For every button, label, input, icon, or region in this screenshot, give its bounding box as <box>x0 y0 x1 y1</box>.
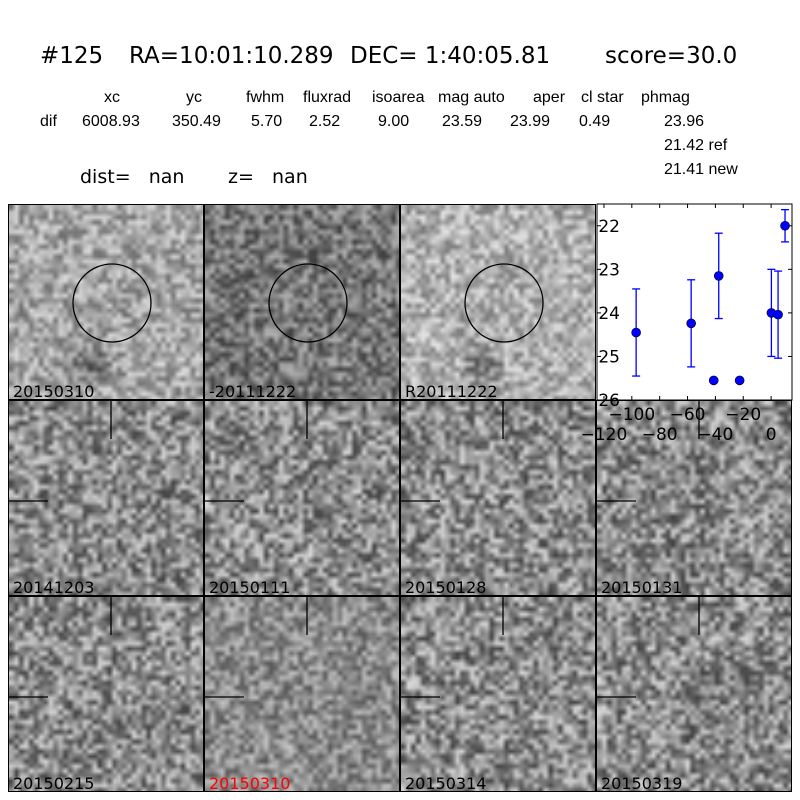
stamp-date-label: 20150314 <box>405 774 487 792</box>
column-header: isoarea <box>372 89 425 106</box>
stamp-epoch: 20150310 <box>204 596 400 792</box>
column-header: aper <box>533 89 566 106</box>
stamp-date-label: 20141203 <box>13 578 95 596</box>
data-point <box>708 375 719 386</box>
ref-mag: 21.42 ref <box>664 137 728 154</box>
data-point <box>734 375 745 386</box>
aperture-circle <box>72 263 152 343</box>
stamp-epoch: 20150128 <box>400 400 596 596</box>
x-tick-label: −20 <box>725 405 761 425</box>
y-tick-label: 24 <box>598 304 620 324</box>
data-point <box>631 327 641 338</box>
plot-area <box>596 203 793 401</box>
stamp-epoch: 20150314 <box>400 596 596 792</box>
z-value: z= nan <box>228 166 308 188</box>
stamp-date-label: -20111222 <box>209 382 297 400</box>
x-tick-label: −120 <box>581 425 628 445</box>
ra-value: RA=10:01:10.289 <box>129 43 334 69</box>
stamp-epoch: 20150131 <box>596 400 792 596</box>
stamp-epoch: 20141203 <box>8 400 204 596</box>
stamp-diff: -20111222 <box>204 204 400 400</box>
new-mag: 21.41 new <box>664 161 738 178</box>
stamp-date-label: 20150111 <box>209 578 291 596</box>
column-header: phmag <box>641 89 690 106</box>
column-header: cl star <box>581 89 624 106</box>
aperture-circle <box>464 263 544 343</box>
stamp-date-label: 20150128 <box>405 578 487 596</box>
table-cell: 350.49 <box>172 113 221 130</box>
table-cell: 2.52 <box>309 113 341 130</box>
table-cell: 23.96 <box>664 113 705 130</box>
row-label: dif <box>40 113 57 130</box>
stamp-date-label: 20150310 <box>13 382 95 400</box>
aperture-circle <box>268 263 348 343</box>
candidate-id: #125 <box>40 43 104 69</box>
data-point <box>780 220 790 231</box>
column-header: fluxrad <box>303 89 352 106</box>
stamp-date-label: R20111222 <box>405 382 498 400</box>
table-cell: 0.49 <box>579 113 611 130</box>
table-cell: 23.99 <box>510 113 551 130</box>
dec-value: DEC= 1:40:05.81 <box>350 43 551 69</box>
data-point <box>713 271 724 281</box>
stamp-date-label: 20150131 <box>601 578 683 596</box>
column-header: yc <box>186 89 202 106</box>
stamp-date-label: 20150310 <box>209 774 291 792</box>
stamp-date-label: 20150215 <box>13 774 95 792</box>
stamp-epoch: 20150215 <box>8 596 204 792</box>
y-tick-label: 22 <box>598 217 620 237</box>
table-cell: 23.59 <box>442 113 483 130</box>
table-cell: 5.70 <box>251 113 283 130</box>
score-value: score=30.0 <box>605 43 738 69</box>
dist-value: dist= nan <box>80 166 185 188</box>
stamp-epoch: 20150319 <box>596 596 792 792</box>
table-cell: 9.00 <box>378 113 410 130</box>
stamp-epoch: 20150111 <box>204 400 400 596</box>
y-tick-label: 25 <box>598 347 620 367</box>
stamp-date-label: 20150319 <box>601 774 683 792</box>
x-tick-label: −80 <box>642 425 678 445</box>
y-tick-label: 23 <box>598 260 620 280</box>
x-tick-label: 0 <box>766 425 777 445</box>
x-tick-label: −60 <box>670 405 706 425</box>
column-header: xc <box>104 89 120 106</box>
column-header: fwhm <box>246 89 285 106</box>
y-tick-label: 26 <box>598 391 620 411</box>
column-header: mag auto <box>438 89 505 106</box>
stamp-new: 20150310 <box>8 204 204 400</box>
x-tick-label: −100 <box>608 405 655 425</box>
x-tick-label: −40 <box>697 425 733 445</box>
table-cell: 6008.93 <box>82 113 140 130</box>
stamp-ref: R20111222 <box>400 204 596 400</box>
data-point <box>773 309 783 320</box>
data-point <box>686 318 696 329</box>
